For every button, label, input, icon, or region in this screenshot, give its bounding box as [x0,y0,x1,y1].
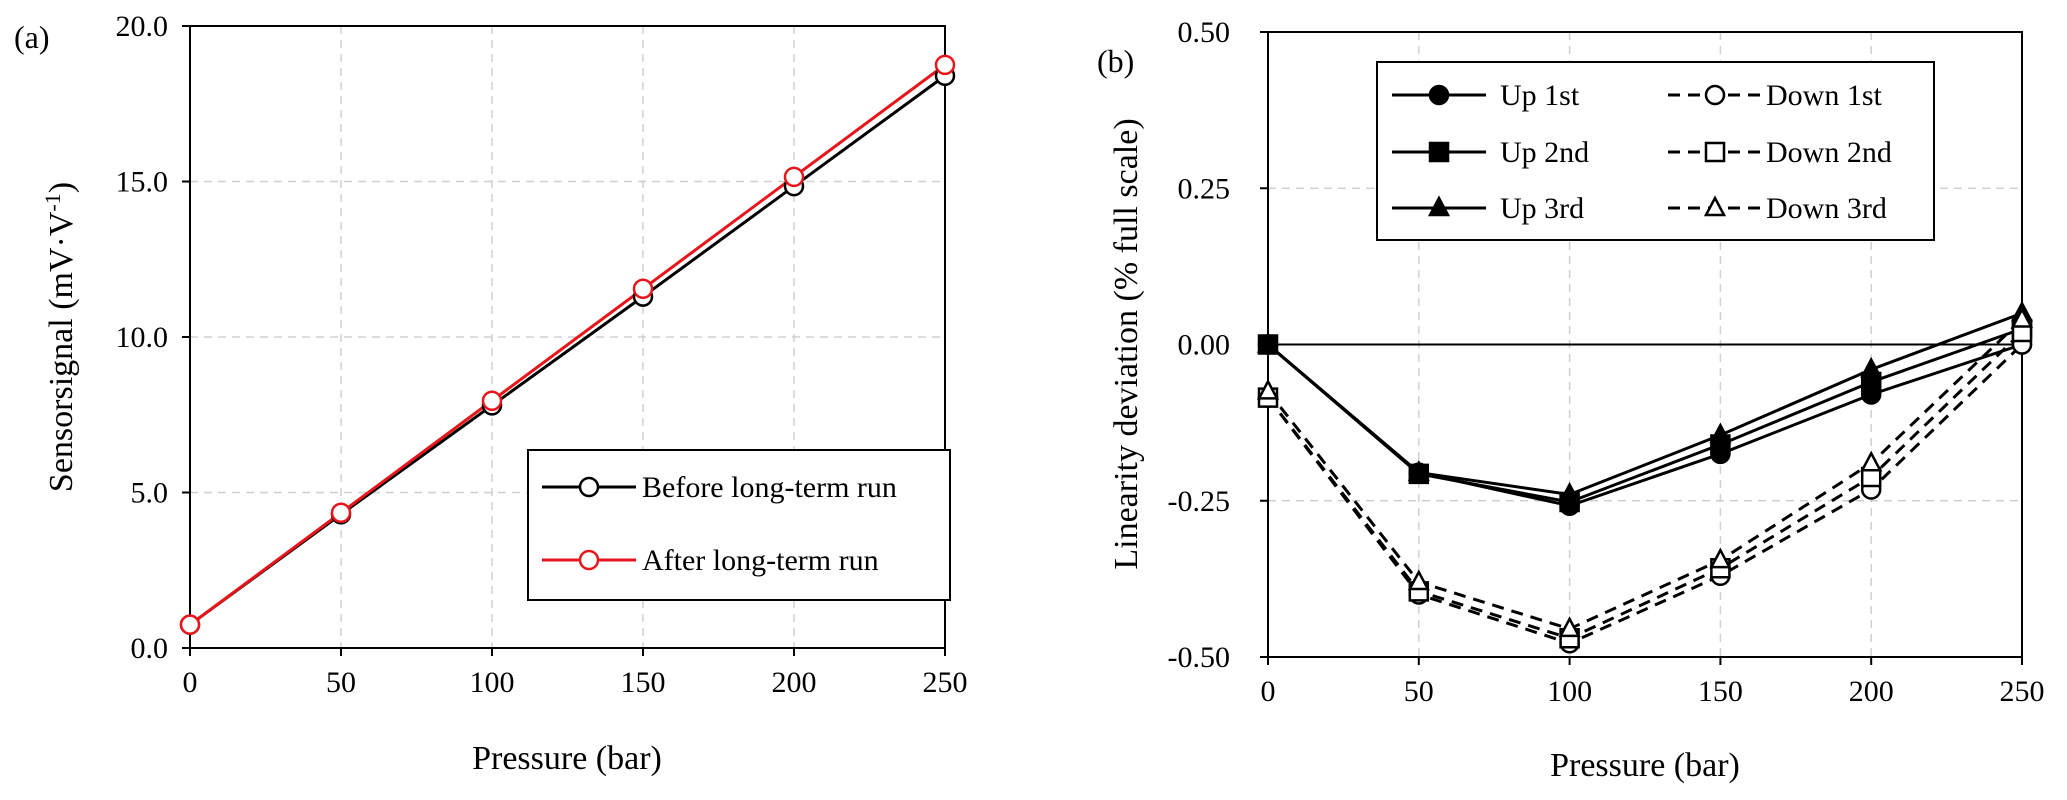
panel-a-legend-box [527,449,951,601]
a-data-point-after-long-term-run [179,614,201,635]
a-legend-label-before-long-term-run: Before long-term run [642,471,897,504]
b-data-point-down-3rd [1256,378,1280,400]
b-series-line-up-3rd [1267,311,2023,497]
b-legend-label-down-3rd: Down 3rd [1766,192,1887,225]
b-legend-label-down-1st: Down 1st [1766,79,1883,112]
b-data-point-down-3rd [1407,569,1430,591]
b-y-tick-label: -0.25 [1168,485,1231,518]
a-y-tick-label: 20.0 [116,10,169,43]
a-series-line-after-long-term-run [189,63,946,626]
b-data-point-up-3rd [1860,356,1883,378]
panel-b-y-axis-label: Linearity deviation (% full scale) [1108,118,1145,569]
panel-a-legend: Before long-term run After long-term run [527,449,951,601]
b-data-point-down-3rd [1558,616,1581,638]
panel-a-y-axis-label: Sensorsignal (mV·V-1) [40,182,80,492]
b-x-tick-label: 150 [1698,675,1743,708]
b-x-tick-label: 200 [1849,675,1894,708]
b-data-point-up-3rd [1709,422,1732,444]
panel-b-legend: Up 1st Up 2nd Up 3rd Down 1st Down 2nd Down 3… [1376,61,1935,241]
b-data-point-up-3rd [1558,481,1581,503]
b-data-point-down-3rd [1709,547,1732,569]
a-data-point-after-long-term-run [632,278,654,300]
panel-b-x-axis-label: Pressure (bar) [1550,747,1740,784]
a-data-point-after-long-term-run [330,502,352,523]
b-legend-marker-up-3rd [1427,195,1451,217]
panel-a-chart: (a) 0 50 100 150 200 250 0.0 5.0 10.0 15.0 20.0 Pr… [14,10,968,777]
b-data-point-up-3rd [1256,331,1280,353]
panel-a-series-group [179,54,956,635]
b-x-tick-label: 100 [1547,675,1592,708]
a-x-tick-label: 0 [183,666,198,699]
b-legend-label-down-2nd: Down 2nd [1766,136,1892,169]
panel-a-tick-labels: 0 50 100 150 200 250 0.0 5.0 10.0 15.0 20.0 [116,10,968,699]
b-legend-label-up-3rd: Up 3rd [1500,192,1584,225]
a-legend-label-after-long-term-run: After long-term run [642,544,879,577]
b-y-tick-label: -0.50 [1168,641,1231,674]
a-y-tick-label: 10.0 [116,321,169,354]
a-x-tick-label: 150 [621,666,666,699]
b-legend-marker-up-1st [1428,84,1450,106]
a-legend-marker-after-long-term-run [578,549,600,571]
b-legend-marker-down-2nd [1704,141,1726,163]
panel-a-x-axis-label: Pressure (bar) [472,740,662,777]
b-y-tick-label: 0.50 [1178,16,1231,49]
b-legend-label-up-2nd: Up 2nd [1500,136,1589,169]
b-data-point-down-3rd [1860,450,1883,472]
a-x-tick-label: 250 [923,666,968,699]
a-x-tick-label: 50 [326,666,356,699]
b-y-tick-label: 0.00 [1178,329,1231,362]
b-series-line-down-2nd [1266,330,2024,640]
b-legend-marker-up-2nd [1428,141,1450,163]
a-y-tick-label: 0.0 [131,632,169,665]
a-y-tick-label: 15.0 [116,166,169,199]
b-y-tick-label: 0.25 [1178,172,1231,205]
panel-b-chart: (b) 0 50 100 150 200 250 -0.50 -0.25 0.00 0.25 0.5… [1097,16,2045,784]
panel-a-label: (a) [14,19,50,55]
b-series-line-down-1st [1266,343,2024,645]
a-y-tick-label: 5.0 [131,477,169,510]
b-series-line-down-3rd [1266,318,2024,631]
a-x-tick-label: 100 [470,666,515,699]
panel-b-tick-labels: 0 50 100 150 200 250 -0.50 -0.25 0.00 0.25 0.50 [1168,16,2045,708]
a-legend-marker-before-long-term-run [578,476,600,498]
b-data-point-up-3rd [1407,459,1430,481]
b-legend-label-up-1st: Up 1st [1500,79,1580,112]
b-x-tick-label: 0 [1261,675,1276,708]
a-data-point-after-long-term-run [934,54,956,76]
panel-b-label: (b) [1097,43,1134,79]
a-data-point-after-long-term-run [481,390,503,412]
b-x-tick-label: 50 [1404,675,1434,708]
b-legend-marker-down-3rd [1703,195,1727,217]
b-x-tick-label: 250 [2000,675,2045,708]
b-data-point-down-3rd [2010,306,2034,328]
a-x-tick-label: 200 [772,666,817,699]
panel-b-series-group [1256,300,2034,654]
b-legend-marker-down-1st [1704,84,1726,106]
a-data-point-after-long-term-run [783,166,805,188]
